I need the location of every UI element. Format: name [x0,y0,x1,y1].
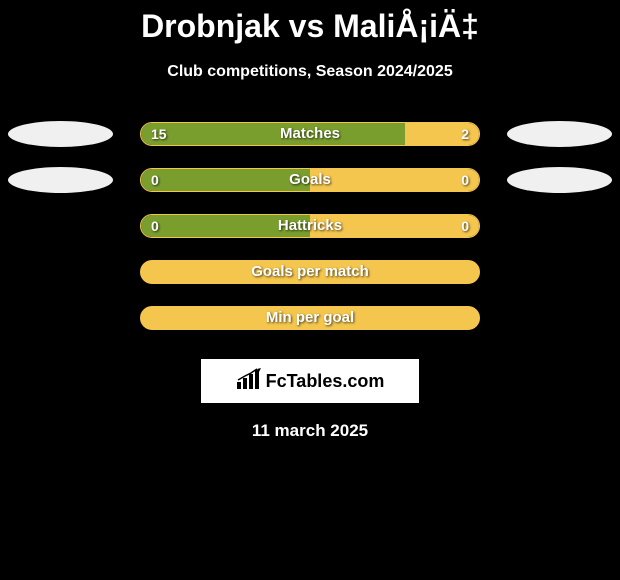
bar-right-fill [310,169,479,191]
bar-left-fill [141,215,310,237]
player-left-ellipse [8,167,113,193]
player-left-ellipse [8,121,113,147]
bar-right-fill [310,215,479,237]
stat-bar: Hattricks00 [140,214,480,238]
page-title: Drobnjak vs MaliÅ¡iÄ‡ [0,0,620,45]
bar-left-fill [141,169,310,191]
bars-icon [236,368,262,395]
stat-row: Goals00 [0,157,620,203]
subtitle: Club competitions, Season 2024/2025 [0,63,620,81]
player-right-ellipse [507,121,612,147]
stat-row: Matches152 [0,111,620,157]
stat-bar: Goals00 [140,168,480,192]
logo-text: FcTables.com [266,371,385,392]
stat-bar: Matches152 [140,122,480,146]
logo: FcTables.com [236,368,385,395]
stat-label: Min per goal [141,306,479,330]
stat-row: Min per goal [0,295,620,341]
date-label: 11 march 2025 [0,421,620,441]
stats-section: Matches152 Goals00 Hattricks00 Goals per ma… [0,111,620,341]
player-right-ellipse [507,167,612,193]
logo-box: FcTables.com [201,359,419,403]
stat-bar: Min per goal [140,306,480,330]
comparison-card: Drobnjak vs MaliÅ¡iÄ‡ Club competitions,… [0,0,620,441]
bar-left-fill [141,123,405,145]
bar-right-fill [405,123,479,145]
stat-row: Hattricks00 [0,203,620,249]
stat-label: Goals per match [141,260,479,284]
stat-row: Goals per match [0,249,620,295]
stat-bar: Goals per match [140,260,480,284]
